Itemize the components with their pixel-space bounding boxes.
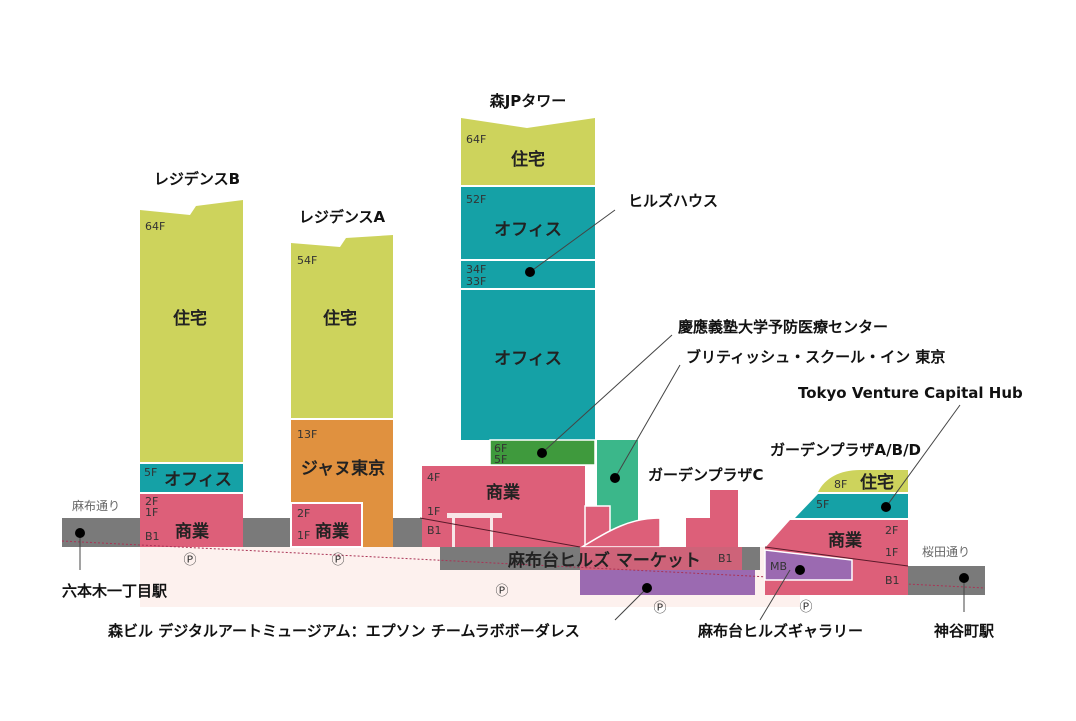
parking-icon: Ⓟ xyxy=(183,553,196,568)
callout-teamlab: 森ビル デジタルアートミュージアム：エプソン チームラボボーダレス xyxy=(108,622,580,640)
road-band-right xyxy=(908,566,985,595)
pergola-icon xyxy=(447,513,502,547)
use-label: 住宅 xyxy=(323,308,357,329)
callout-tvch: Tokyo Venture Capital Hub xyxy=(798,384,1023,402)
floor-label: 5F xyxy=(494,453,507,466)
callout-gallery: 麻布台ヒルズギャラリー xyxy=(697,622,863,640)
floor-label: 64F xyxy=(145,220,165,233)
hills-gallery-floor xyxy=(764,549,853,581)
station-dot-right xyxy=(959,573,969,583)
use-label: 住宅 xyxy=(511,149,545,170)
callout-british-school: ブリティッシュ・スクール・イン 東京 xyxy=(686,348,945,366)
mori-jp-commercial xyxy=(422,466,585,547)
british-school-dot xyxy=(610,473,620,483)
road-band-left xyxy=(62,518,462,547)
floor-label: 1F xyxy=(427,505,440,518)
use-label: 住宅 xyxy=(173,308,207,329)
station-left: 六本木一丁目駅 xyxy=(62,582,168,600)
floor-label: 52F xyxy=(466,193,486,206)
market-label: 麻布台ヒルズ マーケット xyxy=(507,550,701,571)
parking-icon: Ⓟ xyxy=(331,553,344,568)
mori-jp-title: 森JPタワー xyxy=(490,92,567,110)
use-label: オフィス xyxy=(164,470,232,490)
gallery-dot xyxy=(795,565,805,575)
parking-icon: Ⓟ xyxy=(799,600,812,615)
tvch-dot xyxy=(881,502,891,512)
floor-label: 8F xyxy=(834,478,847,491)
floor-label: 34F xyxy=(466,263,486,276)
mori-jp-residential xyxy=(461,118,595,185)
use-label: 商業 xyxy=(175,521,209,542)
floor-label: 1F xyxy=(885,546,898,559)
use-label: オフィス xyxy=(494,220,562,240)
parking-icon: Ⓟ xyxy=(653,601,666,616)
slope-line xyxy=(419,517,581,548)
commercial-block xyxy=(686,518,738,547)
floor-label: 6F xyxy=(494,442,507,455)
floor-label: 2F xyxy=(145,495,158,508)
floor-label: 33F xyxy=(466,275,486,288)
station-right: 神谷町駅 xyxy=(934,622,995,640)
hills-house-dot xyxy=(525,267,535,277)
mori-jp-office-lower xyxy=(461,290,595,440)
use-label: 商業 xyxy=(828,530,862,551)
slope-line-right xyxy=(764,546,909,567)
floor-label: 1F xyxy=(297,529,310,542)
use-label: 住宅 xyxy=(860,472,894,493)
floor-label: 5F xyxy=(816,498,829,511)
teamlab-dot xyxy=(642,583,652,593)
commercial-tower-block xyxy=(710,490,738,520)
floor-label: 2F xyxy=(297,507,310,520)
callout-keio: 慶應義塾大学予防医療センター xyxy=(678,318,888,336)
callout-lines xyxy=(79,209,965,621)
residence-b-commercial xyxy=(140,494,243,547)
floor-label: MB xyxy=(770,560,787,573)
garden-plaza-c-title: ガーデンプラザC xyxy=(648,466,764,484)
teamlab-floor xyxy=(580,570,755,595)
road-label-right: 桜田通り xyxy=(922,545,970,559)
use-label: オフィス xyxy=(494,349,562,369)
road-label-left: 麻布通り xyxy=(72,498,120,513)
station-dot-left xyxy=(75,528,85,538)
use-label: 商業 xyxy=(486,482,520,503)
plaza-abd-residential xyxy=(818,470,908,492)
floor-label: 54F xyxy=(297,254,317,267)
floor-label: B1 xyxy=(885,574,900,587)
parking-icon: Ⓟ xyxy=(495,584,508,599)
plaza-abd-office xyxy=(795,494,908,518)
floor-label: B1 xyxy=(145,530,160,543)
keio-dot xyxy=(537,448,547,458)
floor-label: 13F xyxy=(297,428,317,441)
floor-label: 4F xyxy=(427,471,440,484)
mori-jp-office-upper xyxy=(461,187,595,259)
residence-b-residential xyxy=(140,200,243,462)
callout-hills-house: ヒルズハウス xyxy=(628,192,718,210)
callout-dots xyxy=(75,267,969,593)
residence-a-residential xyxy=(291,235,393,418)
garden-plaza-abd-title: ガーデンプラザA/B/D xyxy=(770,441,921,459)
market-floor xyxy=(580,547,742,570)
floor-label: 1F xyxy=(145,506,158,519)
use-label: 商業 xyxy=(315,521,349,542)
plaza-c-commercial-curve xyxy=(579,517,661,548)
residence-b-office xyxy=(140,464,243,492)
floor-label: B1 xyxy=(718,552,733,565)
floor-label: B1 xyxy=(427,524,442,537)
floor-label: 5F xyxy=(144,466,157,479)
residence-a-title: レジデンスA xyxy=(299,208,386,226)
floor-label: 64F xyxy=(466,133,486,146)
floor-label: 2F xyxy=(885,524,898,537)
residence-b-title: レジデンスB xyxy=(154,170,240,188)
use-label: ジャヌ東京 xyxy=(301,458,385,479)
residence-a-commercial xyxy=(290,502,363,548)
